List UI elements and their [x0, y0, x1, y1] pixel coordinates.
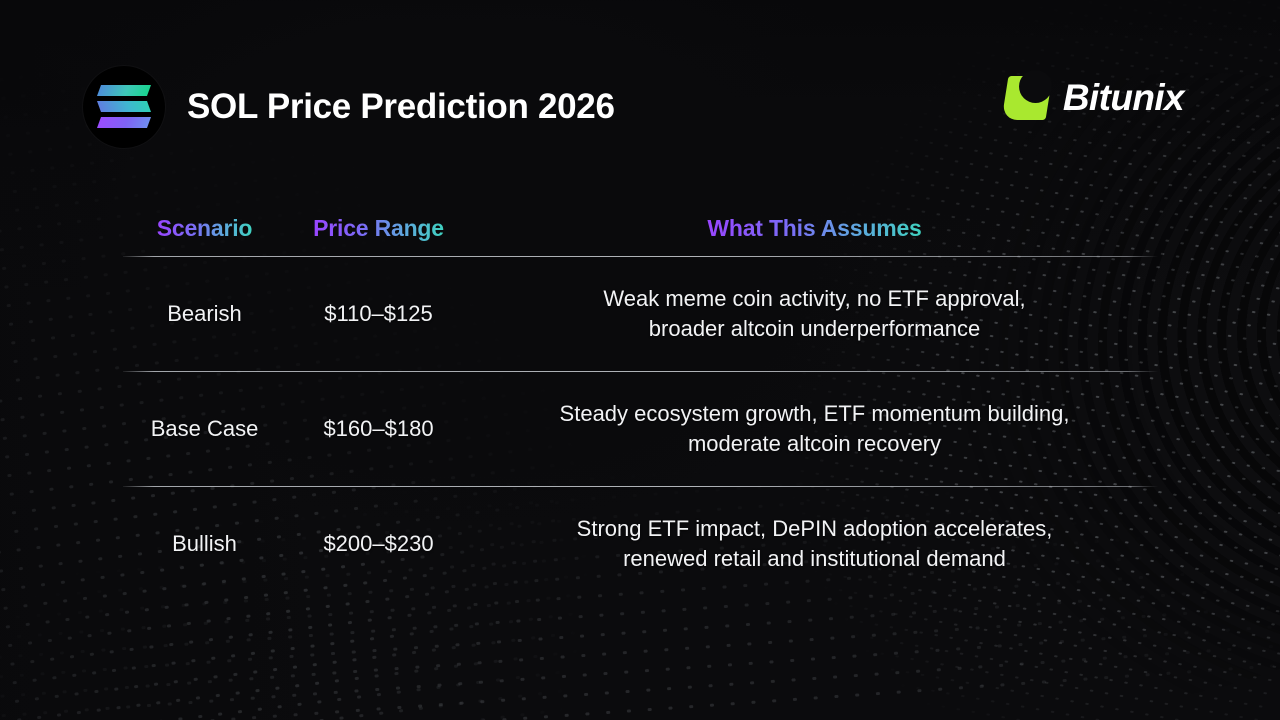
solana-bar-top [96, 85, 152, 96]
cell-assumptions-line-1: Strong ETF impact, DePIN adoption accele… [576, 515, 1053, 541]
table-divider-top [123, 256, 1158, 257]
cell-scenario: Bullish [172, 530, 237, 556]
bitunix-wordmark: Bitunix [1062, 77, 1185, 118]
solana-logo-icon [83, 66, 165, 148]
cell-assumptions-line-1: Weak meme coin activity, no ETF approval… [603, 285, 1026, 311]
cell-scenario: Base Case [150, 415, 259, 441]
column-header-scenario: Scenario [156, 214, 253, 241]
title-block: SOL Price Prediction 2026 [83, 66, 615, 148]
bitunix-leaf-icon [1001, 70, 1053, 120]
cell-price-range: $200–$230 [323, 530, 434, 556]
table-row: Bullish $200–$230 Strong ETF impact, DeP… [123, 487, 1158, 601]
table-divider-2 [123, 486, 1158, 487]
cell-price-range: $110–$125 [324, 300, 433, 326]
cell-assumptions-line-2: broader altcoin underperformance [648, 316, 981, 341]
slide-header: SOL Price Prediction 2026 Bitunix [0, 66, 1280, 158]
table-row: Bearish $110–$125 Weak meme coin activit… [123, 257, 1158, 371]
table-row: Base Case $160–$180 Steady ecosystem gro… [123, 372, 1158, 486]
cell-assumptions-line-2: renewed retail and institutional demand [623, 546, 1006, 571]
table-divider-1 [123, 371, 1158, 372]
prediction-table: Scenario Price Range What This Assumes B… [123, 200, 1158, 601]
solana-bar-bottom [96, 117, 152, 128]
column-header-assumptions: What This Assumes [707, 214, 922, 241]
table-header-row: Scenario Price Range What This Assumes [123, 200, 1158, 256]
cell-scenario: Bearish [167, 300, 242, 326]
bitunix-brand-logo: Bitunix [1001, 70, 1185, 120]
column-header-price-range: Price Range [313, 214, 444, 241]
cell-assumptions-line-1: Steady ecosystem growth, ETF momentum bu… [559, 400, 1070, 426]
cell-assumptions-line-2: moderate altcoin recovery [687, 431, 942, 456]
page-title: SOL Price Prediction 2026 [187, 87, 615, 126]
cell-price-range: $160–$180 [323, 415, 434, 441]
solana-bar-middle [96, 101, 152, 112]
